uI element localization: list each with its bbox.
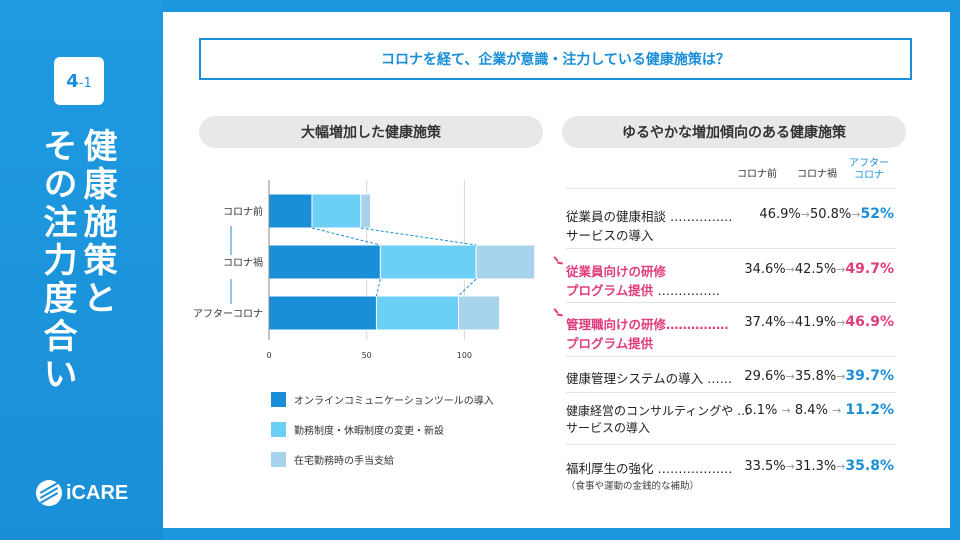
bar-segment: [475, 244, 536, 280]
question-banner: コロナを経て、企業が意識・注力している健康施策は？: [199, 38, 912, 80]
divider: [566, 392, 896, 393]
bar-segment: [268, 193, 313, 229]
bar-segment: [268, 295, 377, 331]
category-label: アフターコロナ: [193, 308, 263, 320]
divider: [566, 444, 896, 445]
col-head-during: コロナ禍: [797, 169, 837, 180]
logo-text: iCARE: [66, 481, 129, 504]
section-badge: 4 -1: [54, 57, 104, 105]
value-after: 11.2%: [845, 402, 894, 418]
value-after: 52%: [860, 206, 894, 222]
divider: [566, 302, 896, 303]
value-during: 42.5%: [794, 262, 837, 277]
x-tick-label: 0: [266, 351, 271, 360]
section-sub-number: -1: [78, 75, 92, 91]
section-title-line2: その注力度合い: [37, 128, 77, 394]
bar-segment: [360, 193, 372, 229]
col-head-after-line2: コロナ: [854, 170, 884, 181]
legend-label: 勤務制度・休暇制度の変更・新設: [294, 426, 444, 437]
legend-label: 在宅勤務時の手当支給: [294, 456, 394, 467]
measure-row: 管理職向けの研修…………… プログラム提供 37.4%→41.9%→46.9%: [566, 314, 906, 352]
x-tick-label: 50: [362, 351, 372, 360]
connector-line: [458, 278, 477, 297]
value-after: 49.7%: [845, 261, 894, 277]
row-values: 29.6%→35.8%→39.7%: [744, 368, 894, 384]
row-label-2: プログラム提供: [566, 336, 654, 351]
col-head-after-line1: アフター: [849, 158, 889, 169]
bar-segment: [268, 244, 381, 280]
divider: [566, 356, 896, 357]
row-dots: ……………: [657, 283, 721, 298]
row-label-2: プログラム提供 ……………: [566, 283, 721, 298]
row-label: 健康管理システムの導入 ……: [566, 371, 733, 386]
measure-row: 健康管理システムの導入 …… 29.6%→35.8%→39.7%: [566, 368, 906, 387]
highlight-mark-icon: [553, 256, 567, 270]
row-values: 33.5%→31.3%→35.8%: [744, 458, 894, 474]
value-after: 46.9%: [845, 314, 894, 330]
row-label: 従業員向けの研修: [566, 264, 667, 279]
legend-item: 勤務制度・休暇制度の変更・新設: [271, 422, 551, 437]
col-head-before: コロナ前: [737, 169, 777, 180]
value-before: 46.9%: [759, 207, 801, 222]
value-during: 31.3%: [794, 459, 837, 474]
icare-logo: iCARE: [36, 480, 128, 506]
connector-line: [360, 227, 477, 246]
left-panel-heading: 大幅増加した健康施策: [199, 116, 543, 148]
value-during: 50.8%: [809, 207, 852, 222]
value-after: 35.8%: [845, 458, 894, 474]
section-number: 4: [66, 70, 79, 92]
divider: [566, 188, 896, 189]
value-before: 29.6%: [744, 369, 786, 384]
row-values: 6.1% → 8.4% → 11.2%: [744, 402, 894, 418]
row-label: 健康経営のコンサルティングや …: [566, 404, 750, 418]
measure-row: 福利厚生の強化 ……………… （食事や運動の金銭的な補助） 33.5%→31.3…: [566, 458, 906, 492]
icare-logo-icon: [36, 480, 62, 506]
x-tick-label: 100: [457, 351, 472, 360]
sidebar: 4 -1 健康施策と その注力度合い iCARE: [0, 0, 163, 540]
value-during: 41.9%: [794, 315, 837, 330]
value-during: 8.4%: [794, 403, 828, 418]
category-label: コロナ禍: [223, 256, 263, 269]
legend-swatch: [271, 422, 286, 437]
row-values: 37.4%→41.9%→46.9%: [744, 314, 894, 330]
legend-swatch: [271, 392, 286, 407]
highlight-mark-icon: [553, 308, 567, 322]
legend-swatch: [271, 452, 286, 467]
row-note: （食事や運動の金銭的な補助）: [566, 481, 700, 492]
section-title-line1: 健康施策と: [77, 128, 117, 318]
value-during: 35.8%: [794, 369, 837, 384]
measure-row: 従業員の健康相談 …………… サービスの導入 46.9%→50.8%→52%: [566, 206, 906, 244]
value-after: 39.7%: [845, 368, 894, 384]
right-panel-heading: ゆるやかな増加傾向のある健康施策: [562, 116, 906, 148]
connector-line: [375, 278, 381, 297]
col-head-after: アフター コロナ: [849, 158, 889, 182]
connector-line: [311, 227, 381, 246]
row-values: 46.9%→50.8%→52%: [759, 206, 894, 222]
measure-row: 従業員向けの研修 プログラム提供 …………… 34.6%→42.5%→49.7%: [566, 261, 906, 299]
value-before: 34.6%: [744, 262, 786, 277]
value-before: 33.5%: [744, 459, 786, 474]
row-label: 福利厚生の強化 ………………: [566, 461, 733, 476]
bar-segment: [379, 244, 477, 280]
legend-item: 在宅勤務時の手当支給: [271, 452, 551, 467]
legend-item: オンラインコミュニケーションツールの導入: [271, 392, 551, 407]
main-panel: コロナを経て、企業が意識・注力している健康施策は？ 大幅増加した健康施策 ゆるや…: [163, 12, 950, 528]
bar-segment: [311, 193, 362, 229]
bar-segment: [375, 295, 460, 331]
row-label: 従業員の健康相談 ……………: [566, 209, 733, 224]
row-label-2: サービスの導入: [566, 421, 651, 435]
value-before: 6.1%: [744, 403, 778, 418]
divider: [566, 248, 896, 249]
measure-row: 健康経営のコンサルティングや … サービスの導入 6.1% → 8.4% → 1…: [566, 402, 906, 436]
category-label: コロナ前: [223, 205, 263, 218]
legend-label: オンラインコミュニケーションツールの導入: [294, 396, 494, 407]
row-label-2: サービスの導入: [566, 228, 654, 243]
bar-segment: [458, 295, 501, 331]
value-before: 37.4%: [744, 315, 786, 330]
row-values: 34.6%→42.5%→49.7%: [744, 261, 894, 277]
row-label: 管理職向けの研修……………: [566, 317, 729, 332]
